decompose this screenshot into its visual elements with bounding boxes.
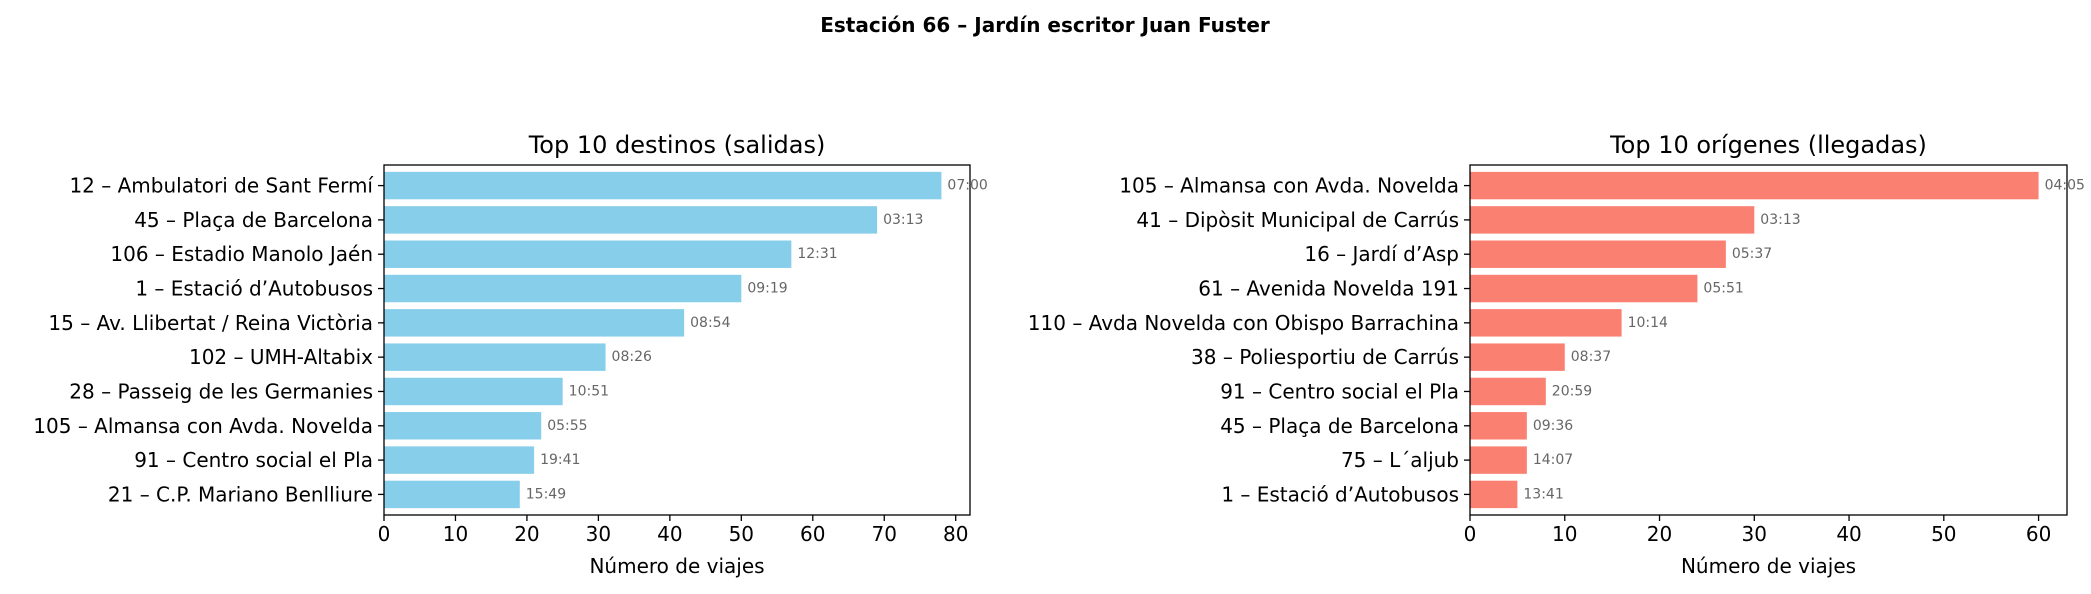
xtick-label: 10 (443, 522, 468, 546)
category-label: 91 – Centro social el Pla (1220, 379, 1459, 403)
bar (1470, 240, 1726, 268)
xtick-label: 40 (1836, 522, 1861, 546)
category-label: 12 – Ambulatori de Sant Fermí (69, 174, 374, 198)
xtick-label: 80 (943, 522, 968, 546)
category-label: 91 – Centro social el Pla (134, 448, 373, 472)
bar-value-label: 19:41 (540, 452, 580, 468)
xtick-label: 60 (2026, 522, 2051, 546)
category-label: 38 – Poliesportiu de Carrús (1191, 345, 1459, 369)
category-label: 106 – Estadio Manolo Jaén (110, 242, 373, 266)
plot-frame (1469, 164, 2068, 516)
category-label: 15 – Av. Llibertat / Reina Victòria (48, 311, 373, 335)
bar-value-label: 04:05 (2045, 178, 2085, 194)
category-label: 1 – Estació d’Autobusos (135, 277, 373, 301)
bar-value-label: 10:14 (1628, 315, 1668, 331)
xtick-label: 60 (800, 522, 825, 546)
bar (1470, 309, 1622, 337)
bar-value-label: 07:00 (947, 178, 987, 194)
category-label: 75 – L´aljub (1341, 448, 1459, 472)
bar (384, 446, 535, 474)
bar (384, 171, 942, 200)
category-label: 21 – C.P. Mariano Benlliure (108, 482, 373, 506)
bar-value-label: 03:13 (1760, 212, 1800, 228)
bar-value-label: 12:31 (797, 246, 837, 262)
category-label: 16 – Jardí d’Asp (1304, 242, 1459, 266)
xtick-label: 10 (1552, 522, 1577, 546)
bar-value-label: 15:49 (526, 486, 566, 502)
x-axis-label: Número de viajes (1681, 554, 1856, 578)
bar (384, 206, 878, 234)
bar-value-label: 09:36 (1533, 418, 1573, 434)
figure-title: Estación 66 – Jardín escritor Juan Fuste… (820, 13, 1270, 37)
bar-value-label: 08:54 (690, 315, 730, 331)
bar (384, 412, 542, 440)
bar (1470, 274, 1698, 303)
category-label: 45 – Plaça de Barcelona (1220, 414, 1459, 438)
bar-value-label: 20:59 (1552, 383, 1592, 399)
bar (384, 343, 606, 371)
bar (1470, 206, 1755, 234)
xtick-label: 20 (514, 522, 539, 546)
category-label: 102 – UMH-Altabix (189, 345, 373, 369)
category-label: 110 – Avda Novelda con Obispo Barrachina (1028, 311, 1459, 335)
bar-value-label: 03:13 (883, 212, 923, 228)
xtick-label: 40 (657, 522, 682, 546)
plot-frame (383, 164, 971, 516)
bar (1470, 446, 1527, 474)
bar-value-label: 08:26 (612, 349, 652, 365)
bar (1470, 343, 1565, 371)
xtick-label: 50 (1931, 522, 1956, 546)
chart-title-origenes: Top 10 orígenes (llegadas) (1609, 131, 1927, 159)
xtick-label: 0 (1464, 522, 1477, 546)
bar (384, 240, 792, 268)
bar (384, 274, 742, 303)
bar-value-label: 09:19 (747, 281, 787, 297)
xtick-label: 50 (729, 522, 754, 546)
xtick-label: 20 (1647, 522, 1672, 546)
bar-value-label: 05:37 (1732, 246, 1772, 262)
bar (1470, 377, 1546, 406)
panel-origenes: Top 10 orígenes (llegadas) 105 – Almansa … (1028, 131, 2085, 578)
category-label: 105 – Almansa con Avda. Novelda (1119, 174, 1459, 198)
category-label: 41 – Dipòsit Municipal de Carrús (1136, 208, 1459, 232)
bar (384, 377, 563, 406)
category-label: 61 – Avenida Novelda 191 (1198, 277, 1459, 301)
panel-destinos: Top 10 destinos (salidas) 12 – Ambulatori… (33, 131, 987, 578)
category-label: 45 – Plaça de Barcelona (134, 208, 373, 232)
bar-value-label: 10:51 (569, 383, 609, 399)
bar (384, 480, 520, 509)
bar (1470, 412, 1527, 440)
category-label: 105 – Almansa con Avda. Novelda (33, 414, 373, 438)
bar-value-label: 13:41 (1523, 486, 1563, 502)
bar-value-label: 05:51 (1703, 281, 1743, 297)
chart-title-destinos: Top 10 destinos (salidas) (528, 131, 826, 159)
xtick-label: 30 (1742, 522, 1767, 546)
bar-value-label: 14:07 (1533, 452, 1573, 468)
bar (1470, 480, 1518, 509)
category-label: 1 – Estació d’Autobusos (1221, 482, 1459, 506)
bar (1470, 171, 2039, 200)
xtick-label: 0 (378, 522, 391, 546)
bar (384, 309, 685, 337)
category-label: 28 – Passeig de les Germanies (69, 379, 373, 403)
bar-value-label: 08:37 (1571, 349, 1611, 365)
x-axis-label: Número de viajes (589, 554, 764, 578)
bar-value-label: 05:55 (547, 418, 587, 434)
xtick-label: 30 (586, 522, 611, 546)
xtick-label: 70 (872, 522, 897, 546)
